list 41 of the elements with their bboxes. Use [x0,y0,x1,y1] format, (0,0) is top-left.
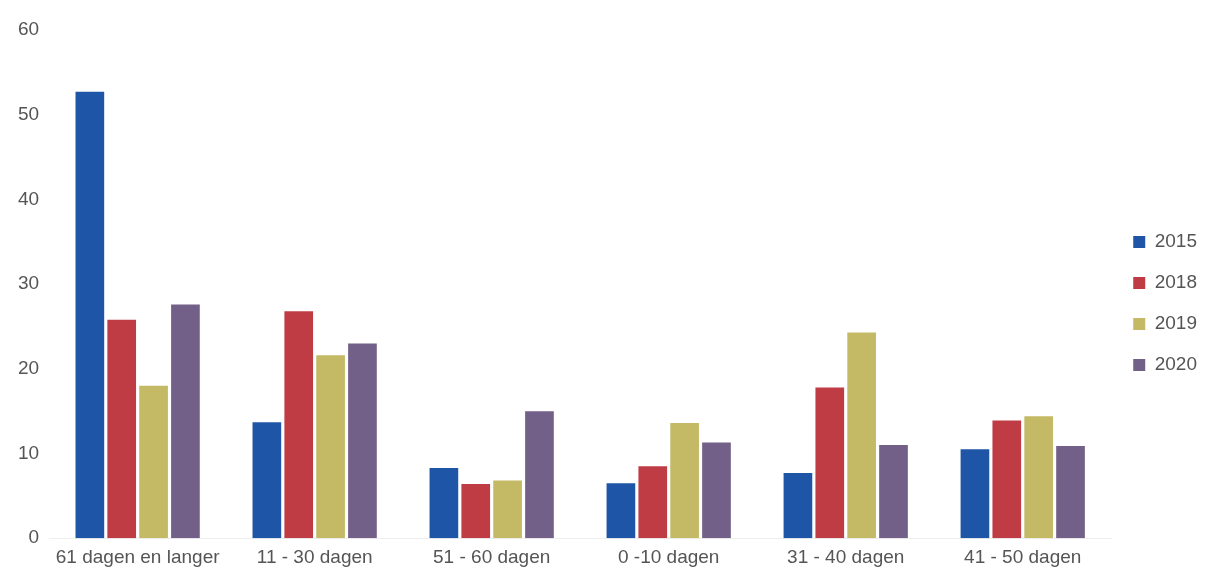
bar [284,311,314,539]
x-tick-label: 0 -10 dagen [617,545,720,567]
x-tick-label: 61 dagen en langer [55,545,221,567]
bar [783,472,813,539]
bar [815,387,845,539]
y-tick-label: 60 [17,18,40,40]
bar [429,467,459,539]
bar [348,343,377,539]
y-tick-label: 40 [17,187,40,209]
bar [1024,416,1053,539]
x-tick-label: 41 - 50 dagen [964,545,1082,567]
y-tick-label: 0 [28,526,40,548]
y-tick-label: 10 [17,441,40,463]
bar [960,449,990,539]
bar [75,91,105,539]
bar [171,304,200,539]
legend-label: 2019 [1154,312,1198,334]
y-tick-label: 20 [17,357,40,379]
bar [493,480,522,539]
bar [606,483,636,539]
bar [638,466,668,539]
x-tick-label: 31 - 40 dagen [787,545,905,567]
legend-label: 2020 [1154,353,1198,375]
x-tick-label: 11 - 30 dagen [256,545,373,567]
bar [316,355,345,539]
bar [992,420,1022,539]
bar [702,442,731,539]
legend-label: 2015 [1154,230,1198,252]
bar [1056,445,1085,539]
bar [252,422,282,539]
bar [461,483,491,539]
x-tick-label: 51 - 60 dagen [433,545,551,567]
y-tick-label: 50 [17,102,40,124]
bar [107,319,137,539]
y-tick-label: 30 [17,272,40,294]
legend-label: 2018 [1154,271,1198,293]
bar [525,411,554,539]
bar [139,385,168,539]
bar [670,423,699,539]
bar [879,445,908,539]
bar [847,332,876,539]
